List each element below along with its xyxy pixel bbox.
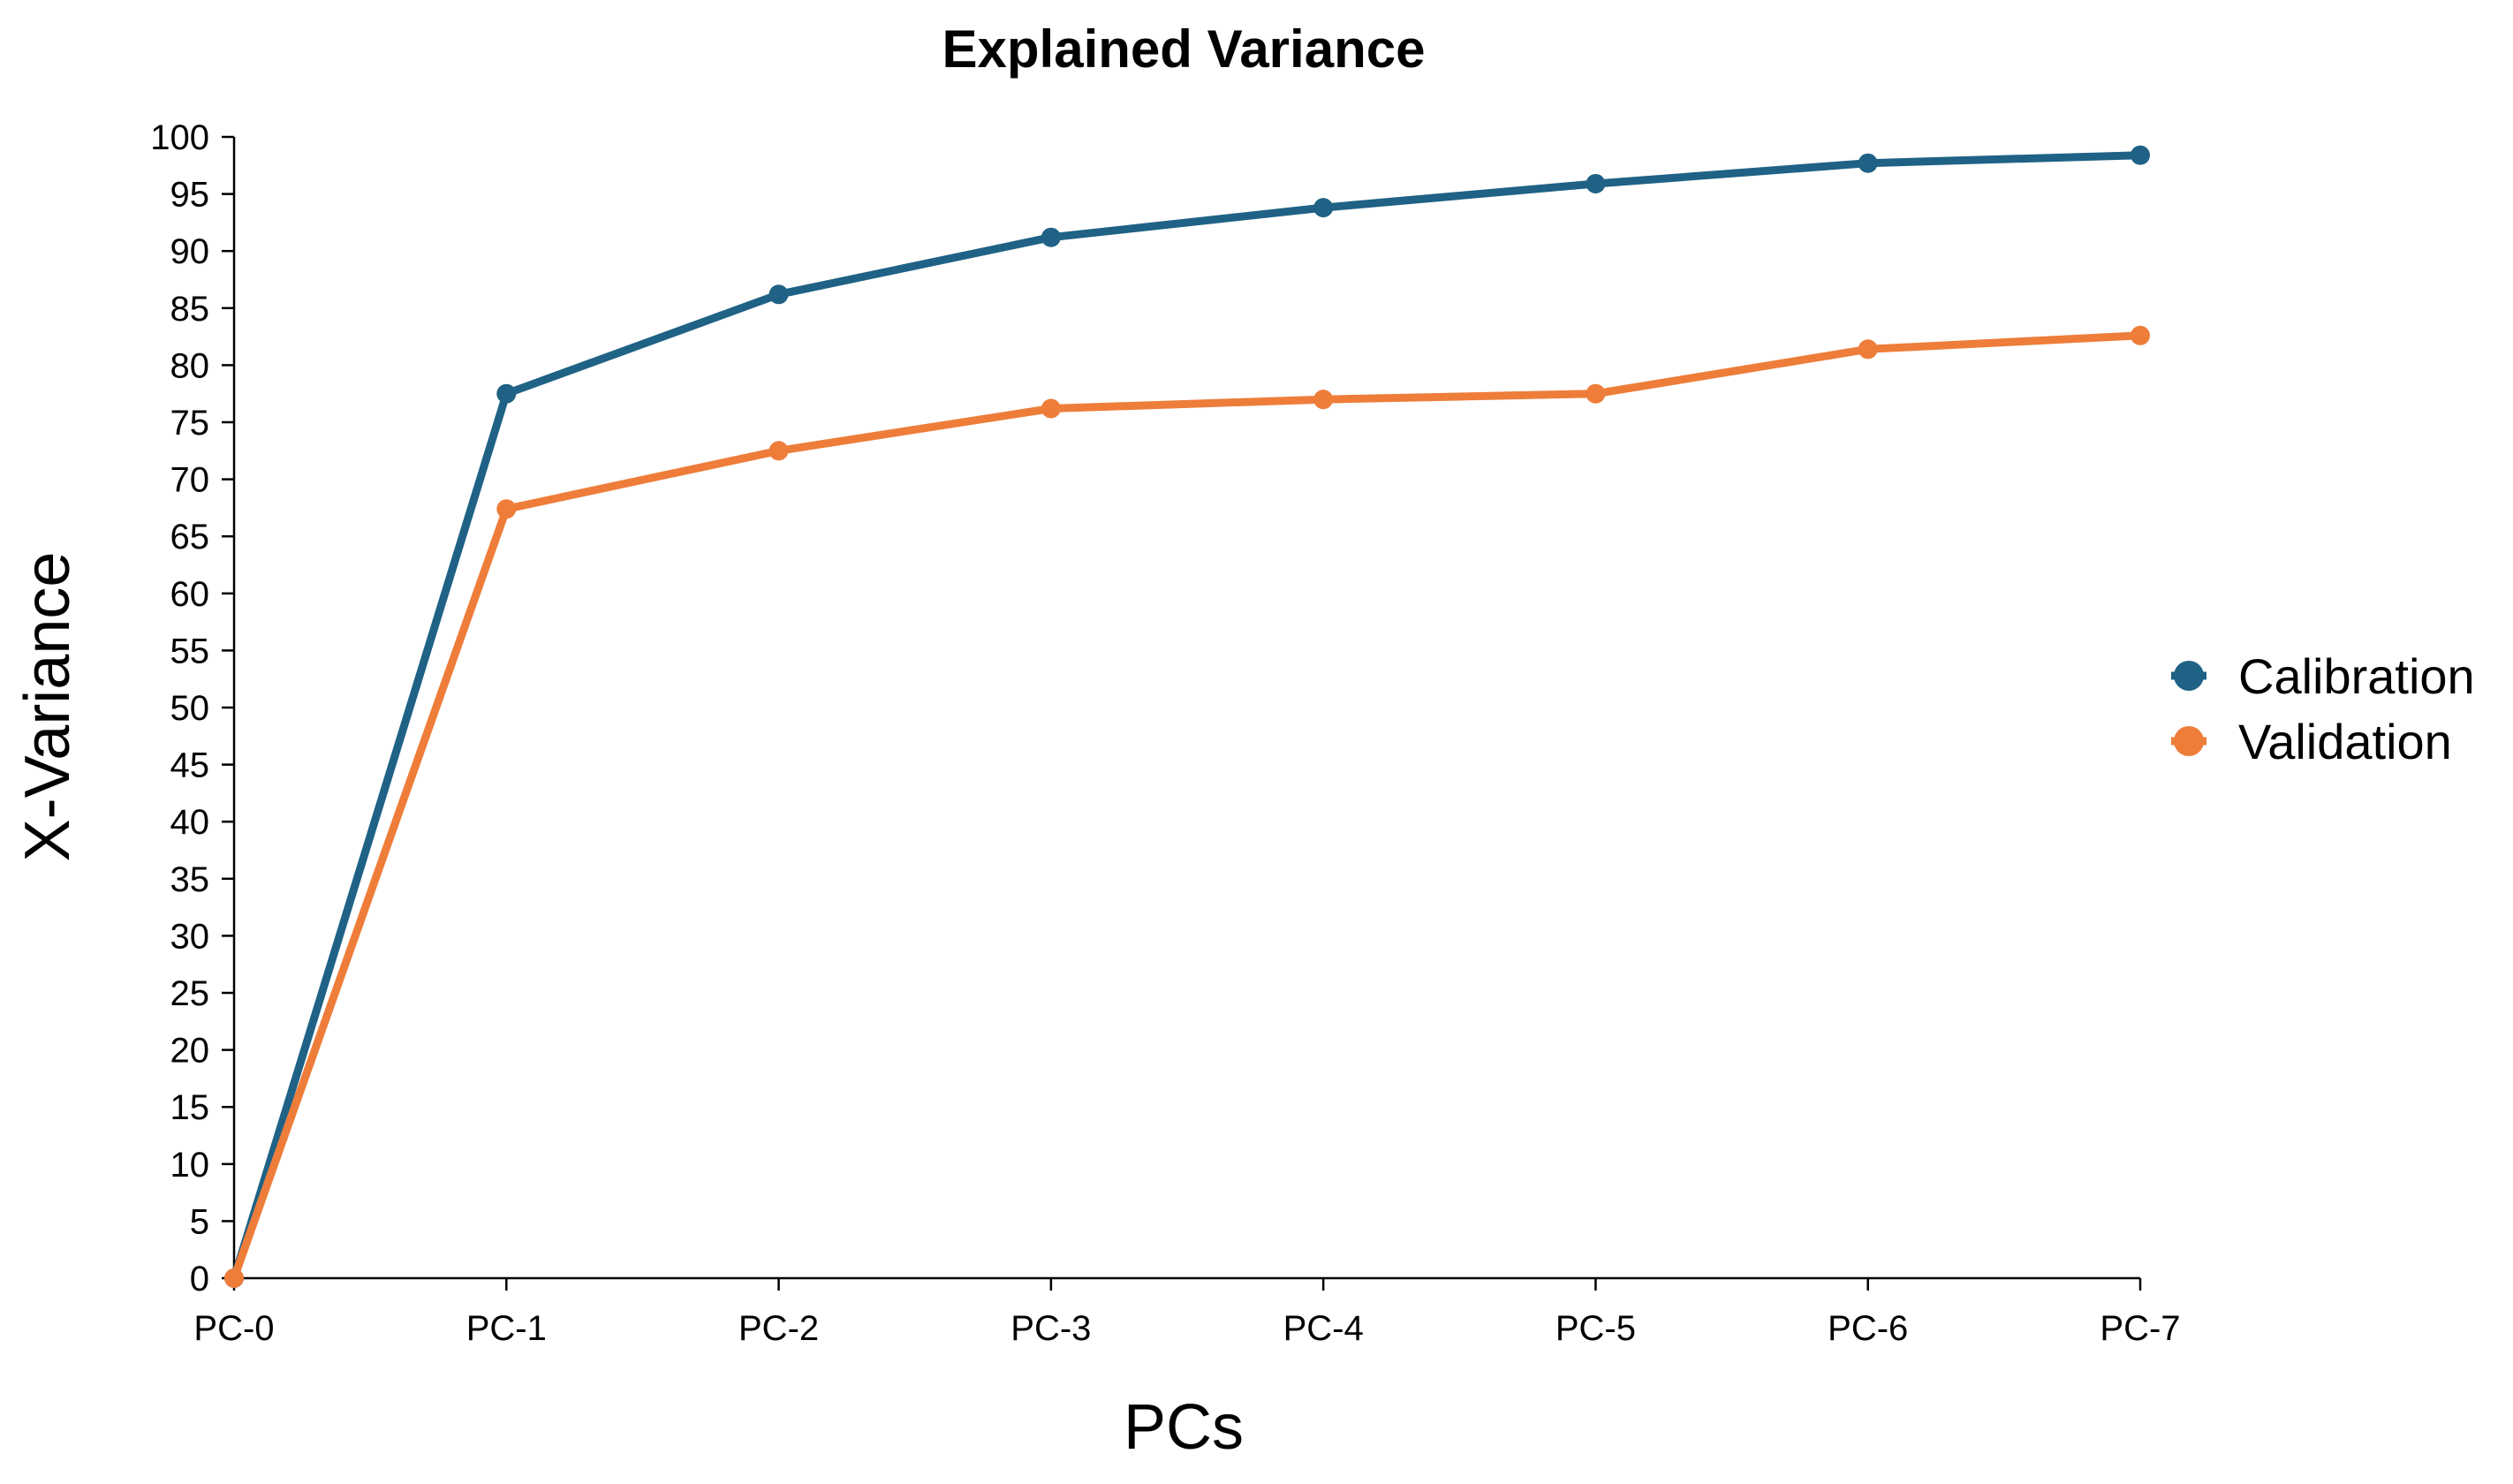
series-calibration bbox=[224, 145, 2150, 1288]
y-tick-label: 80 bbox=[170, 346, 210, 385]
data-point-validation bbox=[1313, 390, 1334, 410]
x-tick-label: PC-6 bbox=[1828, 1309, 1908, 1348]
legend-marker-calibration bbox=[2174, 661, 2204, 691]
x-tick-label: PC-5 bbox=[1555, 1309, 1636, 1348]
data-point-validation bbox=[1041, 398, 1061, 419]
y-tick-label: 75 bbox=[170, 404, 210, 443]
y-tick-label: 10 bbox=[170, 1146, 210, 1185]
legend-label-validation: Validation bbox=[2238, 714, 2452, 769]
y-tick-label: 30 bbox=[170, 917, 210, 956]
y-tick-label: 40 bbox=[170, 803, 210, 842]
series-validation bbox=[224, 325, 2150, 1288]
legend: Calibration Validation bbox=[2171, 648, 2475, 769]
y-tick-label: 0 bbox=[190, 1260, 209, 1298]
y-tick-label: 15 bbox=[170, 1088, 210, 1127]
data-point-calibration bbox=[2131, 145, 2150, 165]
y-tick-label: 95 bbox=[170, 176, 210, 215]
series-group bbox=[224, 145, 2150, 1288]
y-tick-label: 25 bbox=[170, 974, 210, 1013]
chart-title: Explained Variance bbox=[942, 19, 1426, 79]
legend-item-calibration: Calibration bbox=[2171, 648, 2475, 704]
data-point-validation bbox=[496, 499, 517, 519]
data-point-calibration bbox=[1586, 173, 1606, 193]
data-point-calibration bbox=[1858, 153, 1878, 173]
axes: 0 5 10 15 20 25 30 35 40 45 50 55 60 65 70 75 80 85 90 95 10… bbox=[150, 118, 2180, 1348]
y-tick-label: 65 bbox=[170, 518, 210, 556]
data-point-calibration bbox=[1041, 227, 1061, 247]
x-tick-label: PC-7 bbox=[2100, 1309, 2180, 1348]
x-tick-label: PC-2 bbox=[738, 1309, 819, 1348]
x-tick-label: PC-4 bbox=[1283, 1309, 1364, 1348]
x-axis-label: PCs bbox=[1124, 1392, 1244, 1463]
series-line-calibration bbox=[230, 151, 2145, 1283]
data-point-calibration bbox=[768, 284, 789, 305]
data-point-validation bbox=[2131, 325, 2150, 345]
y-tick-label: 85 bbox=[170, 290, 210, 329]
y-tick-label: 55 bbox=[170, 632, 210, 670]
y-tick-label: 90 bbox=[170, 232, 210, 271]
legend-item-validation: Validation bbox=[2171, 714, 2452, 769]
data-point-calibration bbox=[1313, 198, 1334, 218]
series-line-validation bbox=[230, 331, 2145, 1283]
y-tick-label: 70 bbox=[170, 461, 210, 500]
x-tick-label: PC-3 bbox=[1010, 1309, 1091, 1348]
legend-marker-validation bbox=[2174, 726, 2204, 756]
y-tick-label: 100 bbox=[150, 118, 209, 157]
data-point-validation bbox=[224, 1268, 244, 1288]
x-tick-label: PC-1 bbox=[466, 1309, 547, 1348]
y-tick-label: 45 bbox=[170, 746, 210, 785]
legend-label-calibration: Calibration bbox=[2238, 648, 2475, 704]
data-point-validation bbox=[1586, 383, 1606, 404]
y-tick-label: 20 bbox=[170, 1032, 210, 1071]
y-axis-label: X-Variance bbox=[12, 552, 83, 862]
y-tick-label: 50 bbox=[170, 689, 210, 728]
y-tick-label: 60 bbox=[170, 575, 210, 614]
x-tick-label: PC-0 bbox=[193, 1309, 274, 1348]
y-tick-label: 35 bbox=[170, 860, 210, 899]
data-point-validation bbox=[768, 441, 789, 461]
data-point-validation bbox=[1858, 339, 1878, 360]
y-tick-label: 5 bbox=[190, 1202, 209, 1241]
data-point-calibration bbox=[496, 383, 517, 404]
